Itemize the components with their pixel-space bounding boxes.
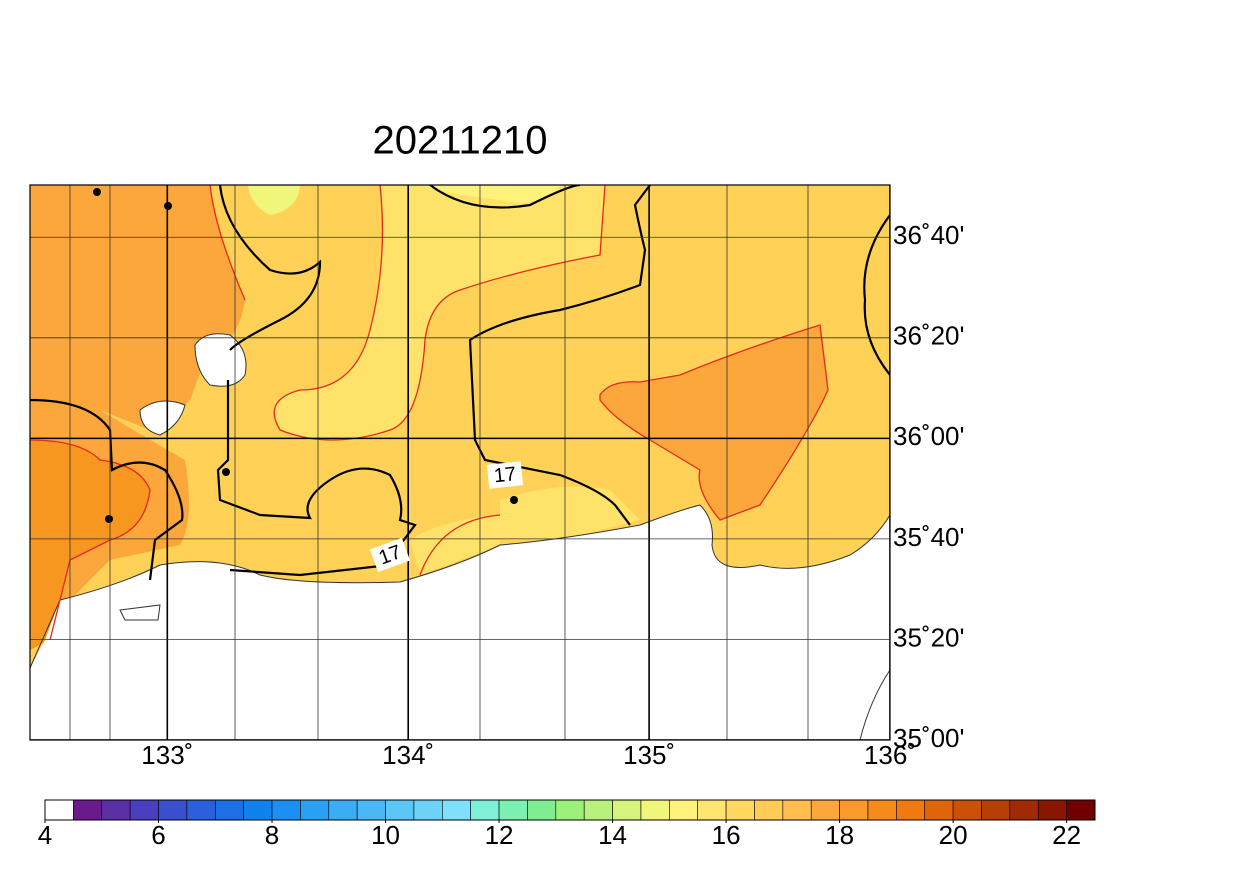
colorbar-box (697, 799, 727, 821)
colorbar-box (356, 799, 386, 821)
colorbar-box (583, 799, 613, 821)
colorbar-box (1009, 799, 1039, 821)
colorbar-box (214, 799, 244, 821)
colorbar-label: 16 (712, 820, 741, 850)
lat-label: 35˚40' (893, 522, 964, 552)
contour-label: 17 (486, 461, 524, 489)
sst-field (30, 185, 890, 740)
sst-cool-north2 (420, 185, 560, 203)
colorbar-box (385, 799, 415, 821)
colorbar-box (158, 799, 188, 821)
colorbar-label: 8 (265, 820, 279, 850)
colorbar-box (810, 799, 840, 821)
colorbar-box (555, 799, 585, 821)
colorbar-box (413, 799, 443, 821)
contour-label-bg (369, 537, 411, 573)
colorbar-label: 22 (1052, 820, 1081, 850)
map-title: 20211210 (373, 119, 548, 163)
lon-label: 133˚ (141, 740, 193, 770)
colorbar-box (754, 799, 784, 821)
colorbar-box (1037, 799, 1067, 821)
colorbar-box (952, 799, 982, 821)
coastline (30, 504, 890, 669)
colorbar-box (73, 799, 103, 821)
labels: 133˚ 134˚ 135˚ 136˚35˚00' 35˚20' 35˚40' 36˚00'… (141, 220, 964, 770)
colorbar-box (839, 799, 869, 821)
grid (30, 185, 890, 740)
colorbar: 4 6 8 10 12 14 16 18 20 22 (38, 799, 1096, 850)
colorbar-box (328, 799, 358, 821)
island (139, 400, 186, 436)
land (30, 505, 890, 740)
colorbar-box (300, 799, 330, 821)
colorbar-box (867, 799, 897, 821)
colorbar-box (44, 799, 74, 821)
colorbar-box (782, 799, 812, 821)
colorbar-label: 6 (151, 820, 165, 850)
colorbar-box (243, 799, 273, 821)
colorbar-label: 14 (598, 820, 627, 850)
lat-label: 36˚00' (893, 421, 964, 451)
colorbar-box (1066, 799, 1096, 821)
sst-warm-east (600, 325, 828, 520)
lat-label: 35˚20' (893, 622, 964, 652)
lat-label: 36˚20' (893, 321, 964, 351)
colorbar-box (498, 799, 528, 821)
sst-coolest-north (248, 185, 300, 215)
contour-label: 17 (369, 537, 411, 573)
coastline (859, 669, 890, 740)
colorbar-box (669, 799, 699, 821)
colorbar-box (101, 799, 131, 821)
colorbar-box (896, 799, 926, 821)
colorbar-box (640, 799, 670, 821)
colorbar-label: 20 (939, 820, 968, 850)
colorbar-box (186, 799, 216, 821)
colorbar-box (470, 799, 500, 821)
lon-label: 136˚ (864, 740, 916, 770)
colorbar-label: 12 (485, 820, 514, 850)
colorbar-box (527, 799, 557, 821)
minor-grid (69, 185, 809, 740)
map-frame (29, 184, 891, 741)
colorbar-box (129, 799, 159, 821)
colorbar-label: 4 (38, 820, 52, 850)
colorbar-label: 18 (825, 820, 854, 850)
colorbar-box (981, 799, 1011, 821)
contour-label-text: 17 (493, 463, 517, 487)
contours-black (30, 185, 890, 581)
colorbar-box (271, 799, 301, 821)
sst-warm-west (30, 185, 245, 430)
contour-label-bg (486, 461, 524, 489)
colorbar-box (725, 799, 755, 821)
sst-cool-coast (410, 515, 500, 575)
sst-cool-coast2 (500, 486, 640, 540)
colorbar-box (612, 799, 642, 821)
colorbar-frame (44, 799, 1096, 821)
colorbar-box (924, 799, 954, 821)
lat-label: 36˚40' (893, 220, 964, 250)
lon-label: 134˚ (382, 740, 434, 770)
lat-label: 35˚00' (893, 723, 964, 753)
colorbar-label: 10 (371, 820, 400, 850)
island (119, 604, 161, 621)
colorbar-box (441, 799, 471, 821)
lon-label: 135˚ (623, 740, 675, 770)
